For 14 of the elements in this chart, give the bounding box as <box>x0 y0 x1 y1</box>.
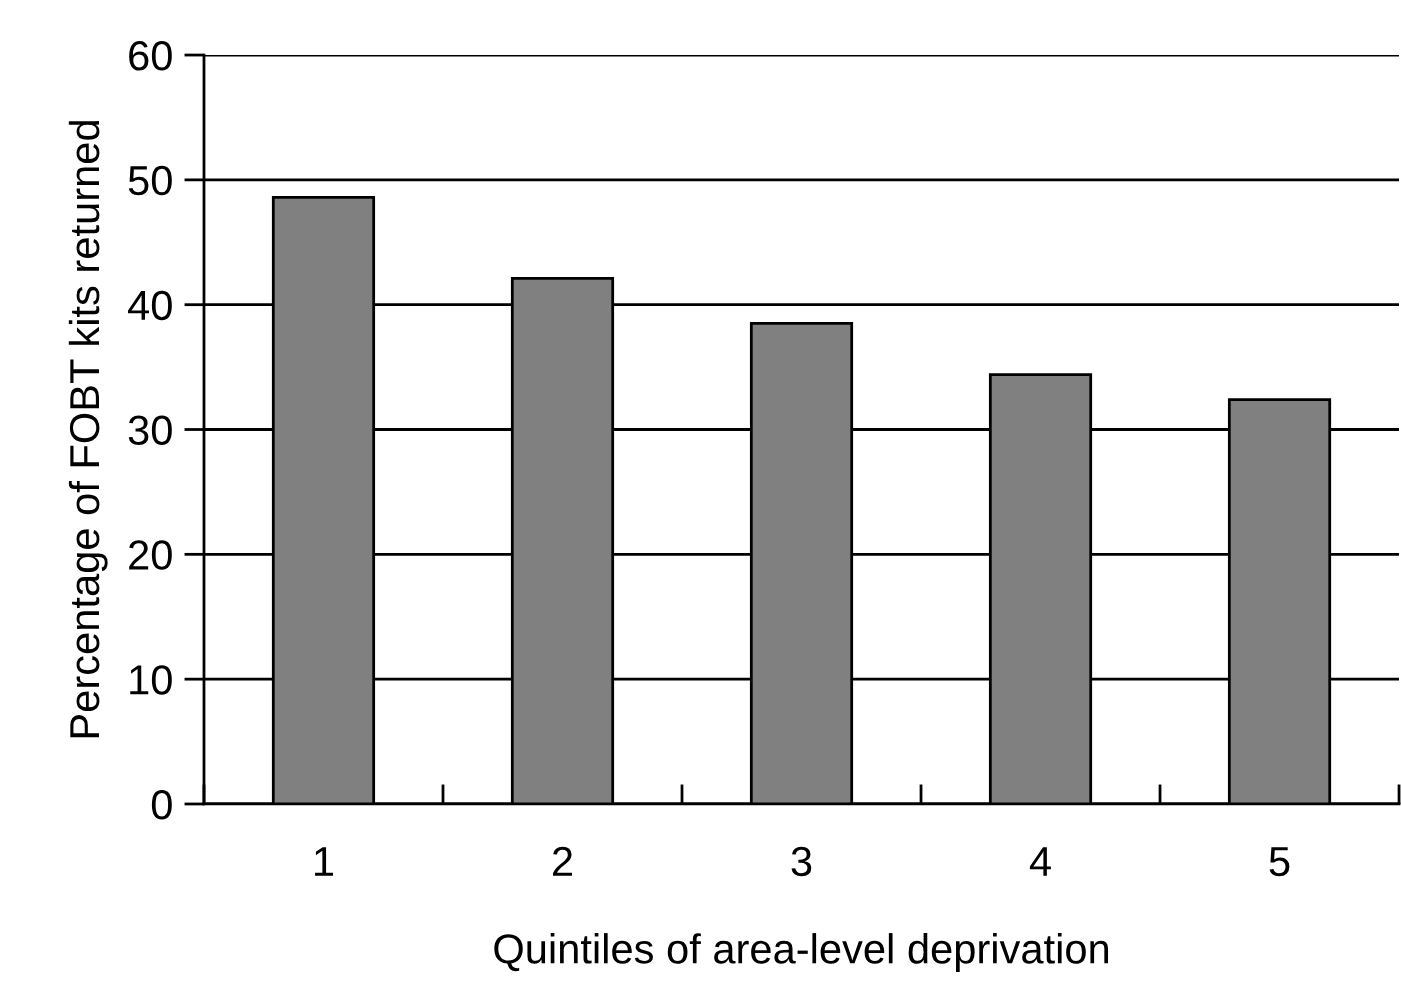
x-tick-label: 2 <box>553 846 572 876</box>
y-tick-label: 30 <box>128 415 172 446</box>
y-tick-label: 0 <box>151 789 172 820</box>
x-tick-label: 3 <box>791 846 812 877</box>
x-tick-label: 1 <box>315 847 334 876</box>
y-tick-label: 10 <box>130 665 172 695</box>
y-tick-label: 60 <box>129 41 172 71</box>
y-tick-label: 40 <box>128 290 172 321</box>
x-tick-label: 4 <box>1029 847 1051 876</box>
x-tick-label: 5 <box>1269 847 1290 877</box>
y-axis-title: Percentage of FOBT kits returned <box>68 121 108 738</box>
y-tick-label: 50 <box>128 165 172 196</box>
y-tick-label: 20 <box>129 540 172 570</box>
x-axis-title: Quintiles of area-level deprivation <box>494 933 1109 972</box>
